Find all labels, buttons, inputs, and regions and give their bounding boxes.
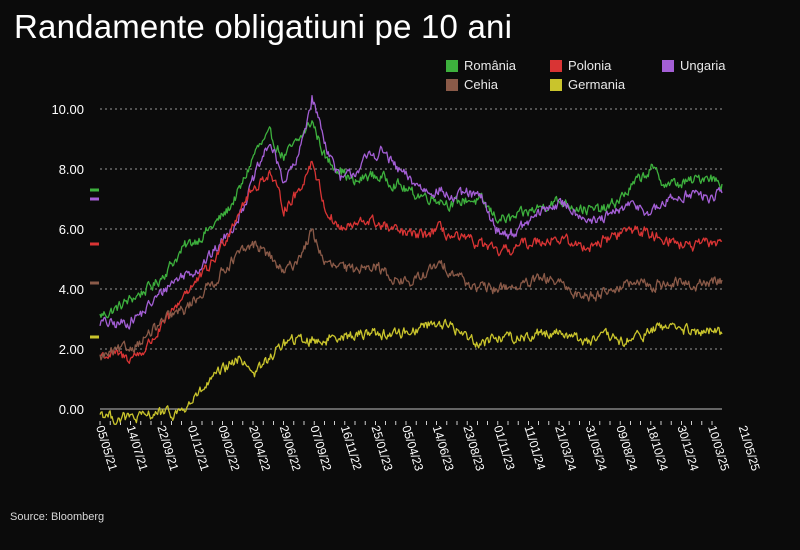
chart-title: Randamente obligatiuni pe 10 ani [14,8,513,45]
legend-item: Germania [550,77,625,92]
x-tick-label: 11/01/24 [522,424,549,472]
legend-label: Ungaria [680,58,726,73]
x-tick-label: 14/07/21 [124,424,151,473]
x-tick-label: 09/08/24 [613,424,640,473]
x-tick-label: 05/04/23 [399,424,426,473]
y-tick-label: 0.00 [59,402,84,417]
series-end-marker [90,242,99,246]
x-tick-label: 16/11/22 [338,424,365,472]
series-end-marker [90,197,99,201]
series-end-marker [90,335,99,339]
x-tick-label: 09/02/22 [216,424,243,473]
legend-item: Polonia [550,58,611,73]
x-tick-label: 10/03/25 [705,424,732,473]
y-tick-label: 8.00 [59,162,84,177]
legend-item: România [446,58,516,73]
legend-label: Polonia [568,58,612,73]
x-tick-label: 29/06/22 [277,424,304,473]
y-tick-label: 4.00 [59,282,84,297]
legend-swatch [446,78,458,91]
y-tick-label: 6.00 [59,222,84,237]
x-tick-label: 14/06/23 [430,424,457,473]
series-line-1 [99,94,723,330]
legend-item: Cehia [446,77,498,92]
source-note: Source: Bloomberg [10,511,105,523]
series-line-2 [99,160,723,364]
legend-item: Ungaria [662,58,726,73]
x-tick-label: 01/12/21 [185,424,212,473]
x-tick-label: 20/04/22 [246,424,273,473]
legend-swatch [550,59,562,72]
x-tick-label: 30/12/24 [675,424,702,473]
y-tick-label: 10.00 [51,102,84,117]
x-tick-label: 23/08/23 [460,424,487,473]
series-end-marker [90,188,99,192]
legend-label: România [464,58,517,73]
legend-label: Germania [568,77,626,92]
x-tick-label: 18/10/24 [644,424,671,473]
y-tick-label: 2.00 [59,342,84,357]
series-line-4 [99,318,723,426]
series-end-marker [90,281,99,285]
x-tick-label: 22/09/21 [154,424,181,473]
x-tick-label: 05/05/21 [93,424,120,473]
x-tick-label: 31/05/24 [583,424,610,473]
legend-swatch [662,59,674,72]
series-line-3 [99,228,723,361]
legend-swatch [550,78,562,91]
legend: România Ungaria Polonia Cehia Germania [446,58,746,94]
x-tick-label: 21/03/24 [552,424,579,473]
x-tick-label: 07/09/22 [307,424,334,473]
legend-swatch [446,59,458,72]
x-tick-label: 01/11/23 [491,424,518,472]
legend-label: Cehia [464,77,498,92]
series-line-0 [99,120,723,319]
x-tick-label: 21/05/25 [736,424,763,473]
x-tick-label: 25/01/23 [369,424,396,473]
